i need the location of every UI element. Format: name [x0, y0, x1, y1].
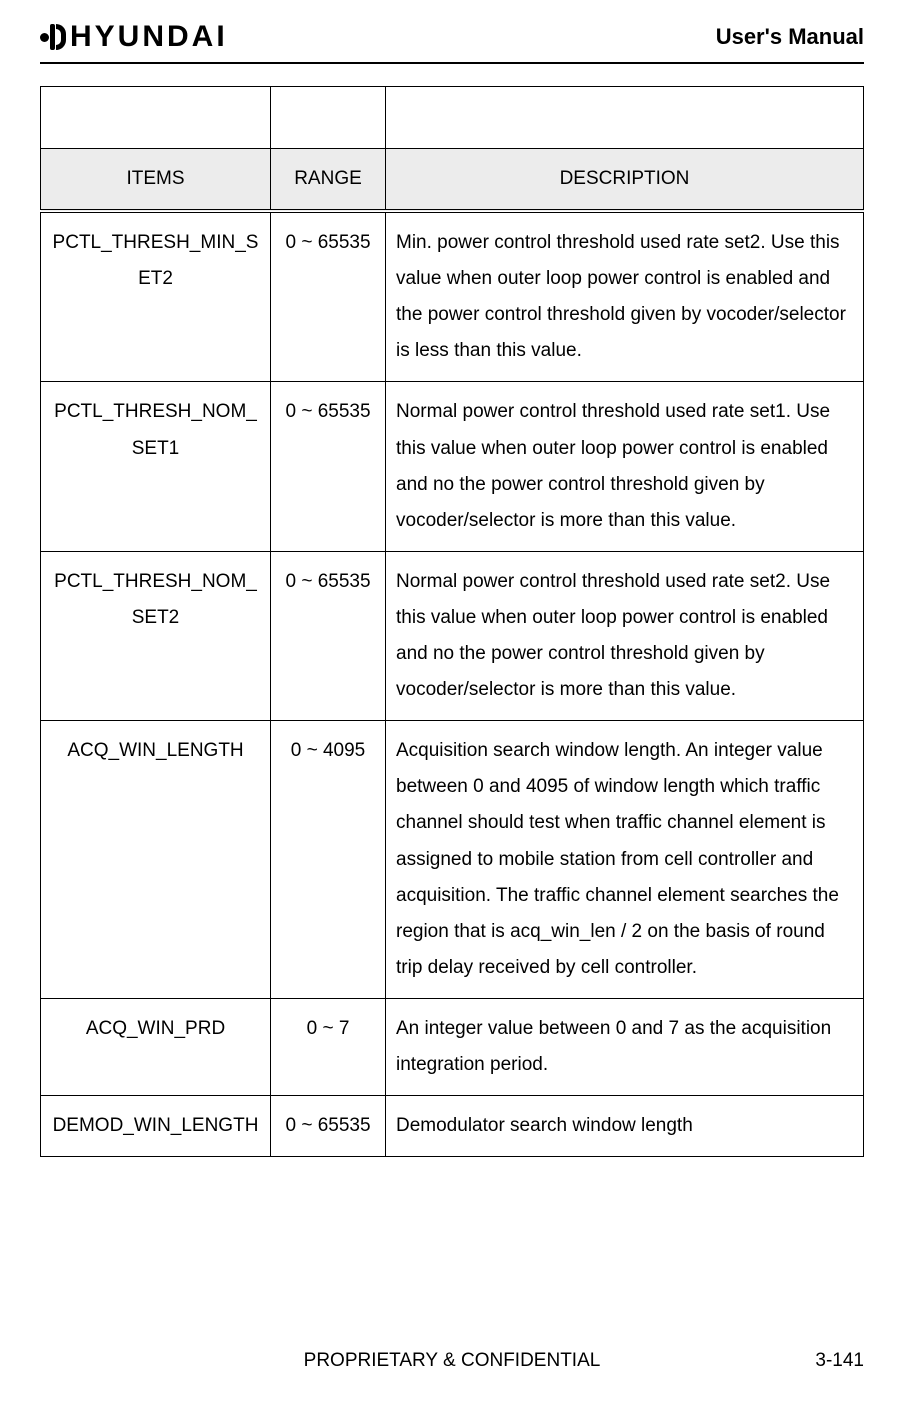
cell-range: 0 ~ 4095 [271, 721, 386, 999]
table-row: PCTL_THRESH_MIN_SET2 0 ~ 65535 Min. powe… [41, 211, 864, 382]
page-container: HYUNDAI User's Manual ITEMS RANGE DESCRI… [0, 0, 904, 1402]
table-row: PCTL_THRESH_NOM_SET2 0 ~ 65535 Normal po… [41, 551, 864, 720]
col-header-items: ITEMS [41, 149, 271, 212]
cell-range: 0 ~ 7 [271, 998, 386, 1095]
page-footer: PROPRIETARY & CONFIDENTIAL 3-141 [40, 1350, 864, 1372]
manual-title: User's Manual [716, 24, 864, 50]
cell-item: PCTL_THRESH_MIN_SET2 [41, 211, 271, 382]
cell-range: 0 ~ 65535 [271, 382, 386, 551]
brand-logo: HYUNDAI [40, 20, 228, 54]
table-row: DEMOD_WIN_LENGTH 0 ~ 65535 Demodulator s… [41, 1096, 864, 1157]
cell-item: DEMOD_WIN_LENGTH [41, 1096, 271, 1157]
table-row: ACQ_WIN_PRD 0 ~ 7 An integer value betwe… [41, 998, 864, 1095]
cell-desc: Demodulator search window length [386, 1096, 864, 1157]
footer-confidential: PROPRIETARY & CONFIDENTIAL [304, 1350, 601, 1372]
cell-item: ACQ_WIN_PRD [41, 998, 271, 1095]
brand-text: HYUNDAI [70, 20, 228, 54]
parameter-table: ITEMS RANGE DESCRIPTION PCTL_THRESH_MIN_… [40, 86, 864, 1157]
page-header: HYUNDAI User's Manual [40, 20, 864, 64]
col-header-range: RANGE [271, 149, 386, 212]
table-spacer-row [41, 87, 864, 149]
hyundai-logo-icon [40, 24, 66, 50]
cell-desc: Acquisition search window length. An int… [386, 721, 864, 999]
footer-page-number: 3-141 [815, 1350, 864, 1372]
cell-range: 0 ~ 65535 [271, 551, 386, 720]
table-header-row: ITEMS RANGE DESCRIPTION [41, 149, 864, 212]
table-row: ACQ_WIN_LENGTH 0 ~ 4095 Acquisition sear… [41, 721, 864, 999]
table-row: PCTL_THRESH_NOM_SET1 0 ~ 65535 Normal po… [41, 382, 864, 551]
cell-desc: Normal power control threshold used rate… [386, 551, 864, 720]
cell-range: 0 ~ 65535 [271, 1096, 386, 1157]
col-header-description: DESCRIPTION [386, 149, 864, 212]
cell-desc: An integer value between 0 and 7 as the … [386, 998, 864, 1095]
cell-desc: Min. power control threshold used rate s… [386, 211, 864, 382]
cell-item: PCTL_THRESH_NOM_SET1 [41, 382, 271, 551]
cell-item: PCTL_THRESH_NOM_SET2 [41, 551, 271, 720]
cell-range: 0 ~ 65535 [271, 211, 386, 382]
cell-item: ACQ_WIN_LENGTH [41, 721, 271, 999]
cell-desc: Normal power control threshold used rate… [386, 382, 864, 551]
